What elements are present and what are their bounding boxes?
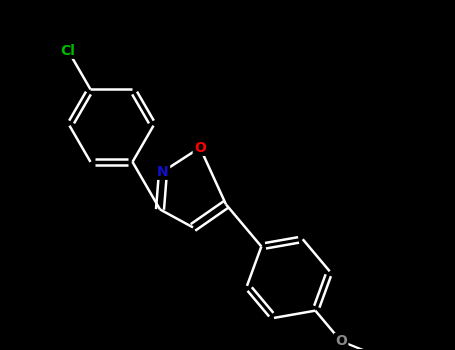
Text: O: O xyxy=(335,334,347,348)
Text: O: O xyxy=(194,141,206,155)
Text: N: N xyxy=(157,164,169,178)
Text: Cl: Cl xyxy=(61,43,76,57)
